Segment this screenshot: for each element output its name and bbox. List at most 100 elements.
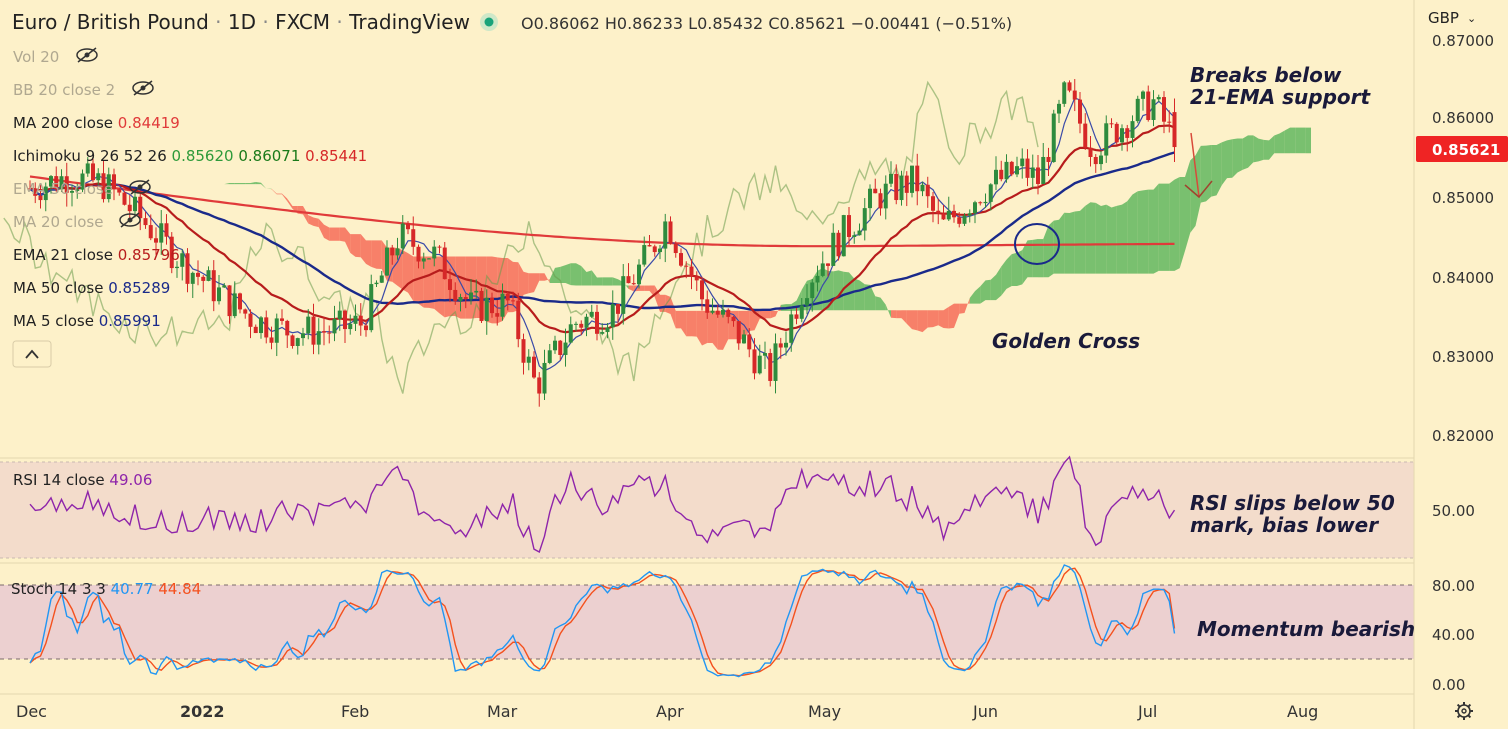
time-axis[interactable]: Dec 2022 Feb Mar Apr May Jun Jul Aug xyxy=(16,702,1318,721)
currency-selector-box[interactable] xyxy=(1424,6,1484,30)
currency-selector[interactable]: GBP ⌄ xyxy=(1424,6,1484,30)
chart-header[interactable]: Euro / British Pound · 1D · FXCM · Tradi… xyxy=(12,10,1012,34)
price-tick: 0.82000 xyxy=(1432,427,1494,445)
eye-off-icon[interactable] xyxy=(119,212,141,228)
cloud-segment-bearish xyxy=(271,188,277,195)
candle-down xyxy=(689,266,694,277)
cloud-segment-bullish xyxy=(1122,201,1128,274)
candle-down xyxy=(579,323,584,328)
candle-down xyxy=(794,314,799,319)
lagging-span-line xyxy=(3,80,1039,394)
candle-up xyxy=(301,333,305,339)
stoch-tick: 80.00 xyxy=(1432,577,1475,595)
cloud-segment-bullish xyxy=(1279,130,1285,154)
legend-ma50[interactable]: MA 50 close 0.85289 xyxy=(13,279,170,297)
cloud-segment-bullish xyxy=(996,266,1002,301)
candle-up xyxy=(920,184,925,192)
candle-down xyxy=(479,290,484,322)
candle-up xyxy=(332,318,337,334)
cloud-segment-bearish xyxy=(749,310,755,331)
candle-up xyxy=(542,362,547,394)
price-tick: 0.83000 xyxy=(1432,348,1494,366)
eye-off-icon[interactable] xyxy=(132,80,154,96)
candle-up xyxy=(374,282,379,285)
cloud-segment-bullish xyxy=(1185,160,1191,251)
candle-down xyxy=(437,246,442,248)
candle-up xyxy=(600,332,605,334)
legend-bb[interactable]: BB 20 close 2 xyxy=(13,81,115,99)
candle-down xyxy=(715,310,720,315)
candle-down xyxy=(1146,91,1151,120)
candle-down xyxy=(516,300,521,340)
cloud-segment-bearish xyxy=(350,234,356,257)
gear-icon[interactable] xyxy=(1455,702,1473,720)
stoch-label[interactable]: Stoch 14 3 3 40.77 44.84 xyxy=(11,580,201,598)
rsi-label[interactable]: RSI 14 close 49.06 xyxy=(13,471,152,489)
candle-down xyxy=(290,335,295,346)
cloud-segment-bearish xyxy=(318,218,324,238)
chevron-up-icon[interactable] xyxy=(25,349,39,359)
collapse-legend-button[interactable] xyxy=(12,340,52,368)
legend-ma20[interactable]: MA 20 close xyxy=(13,213,103,231)
rsi-tick: 50.00 xyxy=(1432,502,1475,520)
ohlc-readout: O0.86062 H0.86233 L0.85432 C0.85621 −0.0… xyxy=(521,14,1012,33)
stoch-panel xyxy=(0,585,1414,659)
candle-down xyxy=(752,349,757,374)
candle-down xyxy=(38,195,43,201)
candle-down xyxy=(537,377,542,394)
candle-down xyxy=(54,176,59,190)
cloud-segment-bullish xyxy=(597,277,603,286)
symbol-title[interactable]: Euro / British Pound · 1D · FXCM · Tradi… xyxy=(12,10,470,34)
legend-ema50[interactable]: EMA 50 close xyxy=(13,180,113,198)
cloud-segment-bullish xyxy=(565,263,571,286)
candle-down xyxy=(1025,158,1030,178)
legend-vol[interactable]: Vol 20 xyxy=(13,48,59,66)
cloud-segment-bearish xyxy=(670,296,676,329)
eye-off-icon[interactable] xyxy=(129,179,151,195)
candle-down xyxy=(143,218,148,226)
candle-down xyxy=(1172,112,1177,148)
legend-ema21[interactable]: EMA 21 close 0.85796 xyxy=(13,246,180,264)
time-label: Jun xyxy=(972,702,998,721)
candle-down xyxy=(532,356,536,378)
candle-up xyxy=(395,248,400,256)
candle-up xyxy=(526,356,531,363)
candle-down xyxy=(248,313,253,327)
candle-up xyxy=(584,316,589,328)
candle-up xyxy=(427,258,431,260)
candle-down xyxy=(778,343,783,348)
legend-ma200[interactable]: MA 200 close 0.84419 xyxy=(13,114,180,132)
cloud-segment-bullish xyxy=(1011,252,1017,287)
currency-label[interactable]: GBP xyxy=(1428,9,1459,27)
cloud-segment-bearish xyxy=(455,256,461,319)
cloud-segment-bullish xyxy=(612,277,618,286)
cloud-segment-bullish xyxy=(240,182,246,185)
cloud-segment-bullish xyxy=(1174,176,1180,271)
cloud-segment-bearish xyxy=(465,256,471,319)
candle-down xyxy=(148,225,153,239)
cloud-segment-bullish xyxy=(838,270,844,311)
cloud-segment-bullish xyxy=(250,181,256,185)
candle-up xyxy=(1030,167,1035,178)
cloud-segment-bullish xyxy=(843,271,849,311)
cloud-segment-bearish xyxy=(276,193,282,195)
price-axis[interactable]: 0.87000 0.86000 0.85000 0.84000 0.83000 … xyxy=(1416,32,1508,445)
legend-ma5[interactable]: MA 5 close 0.85991 xyxy=(13,312,161,330)
cloud-segment-bullish xyxy=(591,270,597,286)
eye-off-icon[interactable] xyxy=(76,47,98,63)
candle-up xyxy=(1057,103,1061,114)
cloud-segment-bullish xyxy=(1274,133,1280,154)
cloud-segment-bearish xyxy=(938,310,944,329)
candle-down xyxy=(1167,121,1172,123)
time-label: Feb xyxy=(341,702,369,721)
candle-up xyxy=(159,223,164,243)
legend-ichimoku[interactable]: Ichimoku 9 26 52 26 0.85620 0.86071 0.85… xyxy=(13,147,367,165)
indicator-legend[interactable]: Vol 20 BB 20 close 2 MA 200 close 0.8441… xyxy=(12,47,367,368)
cloud-segment-bearish xyxy=(434,256,440,314)
candle-down xyxy=(1078,99,1082,124)
candle-up xyxy=(910,165,914,193)
rsi-series xyxy=(29,455,1176,554)
chevron-down-icon[interactable]: ⌄ xyxy=(1467,12,1476,25)
candle-down xyxy=(322,331,326,333)
